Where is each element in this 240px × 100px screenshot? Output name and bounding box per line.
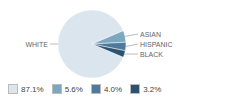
html-text:5.6%: 5.6% — [64, 84, 83, 94]
svg-text:WHITE: WHITE — [25, 41, 48, 48]
svg-text:HISPANIC: HISPANIC — [140, 41, 173, 48]
html-text:4.0%: 4.0% — [103, 84, 123, 94]
svg-text:ASIAN: ASIAN — [140, 31, 161, 38]
svg-text:BLACK: BLACK — [140, 51, 163, 58]
html-text:87.1%: 87.1% — [21, 84, 44, 94]
html-text:3.2%: 3.2% — [143, 84, 162, 94]
